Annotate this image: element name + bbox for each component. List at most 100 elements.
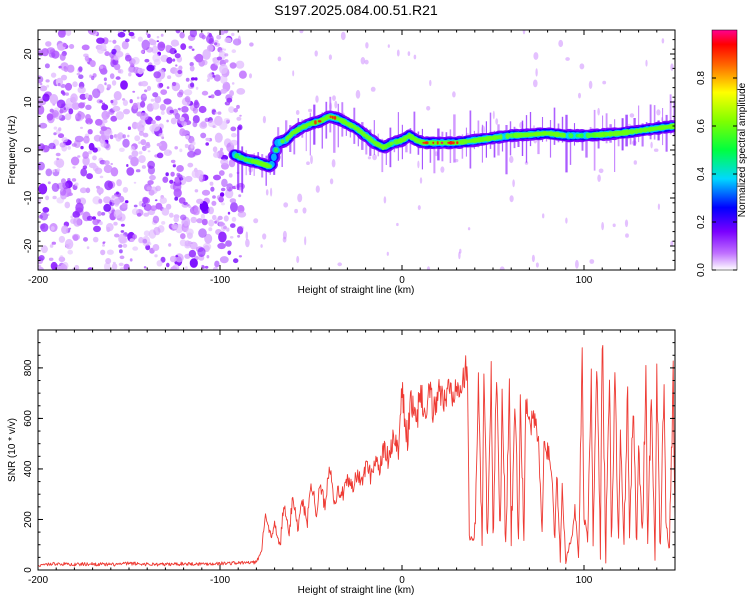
noise-speckle (170, 159, 176, 164)
noise-speckle (171, 223, 179, 230)
noise-speckle (45, 41, 52, 47)
noise-speckle (46, 84, 50, 88)
noise-speckle (589, 259, 595, 264)
noise-speckle (334, 100, 338, 109)
noise-speckle (152, 53, 161, 63)
y-tick-label: 600 (23, 410, 34, 427)
noise-speckle (104, 262, 111, 270)
noise-speckle (38, 48, 43, 56)
noise-speckle (92, 88, 101, 99)
noise-speckle (59, 53, 66, 61)
noise-speckle (99, 175, 104, 179)
noise-speckle (117, 31, 126, 38)
noise-speckle (364, 59, 369, 65)
noise-speckle (154, 95, 162, 104)
noise-speckle (198, 105, 207, 114)
noise-speckle (103, 164, 113, 174)
colorbar-tick-label: 0.2 (696, 215, 707, 229)
noise-speckle (189, 30, 197, 38)
noise-speckle (645, 59, 648, 67)
noise-speckle (218, 153, 223, 158)
noise-speckle (223, 48, 227, 51)
noise-speckle (220, 187, 226, 192)
noise-speckle (115, 76, 121, 80)
y-tick-label: 400 (23, 460, 34, 477)
noise-speckle (187, 150, 196, 158)
noise-speckle (214, 59, 221, 66)
noise-speckle (190, 216, 197, 224)
noise-speckle (132, 102, 138, 110)
noise-speckle (67, 145, 71, 150)
noise-speckle (304, 236, 307, 246)
noise-speckle (228, 159, 236, 168)
noise-speckle (213, 266, 218, 270)
noise-speckle (119, 267, 125, 270)
noise-speckle (383, 196, 387, 204)
noise-speckle (53, 126, 58, 130)
noise-speckle (151, 123, 161, 132)
noise-speckle (60, 74, 68, 81)
noise-speckle (84, 93, 89, 99)
noise-speckle (196, 218, 203, 224)
noise-speckle (92, 218, 100, 226)
noise-speckle (212, 146, 218, 153)
noise-speckle (86, 215, 93, 221)
x-tick-label: -200 (28, 575, 48, 586)
noise-speckle (225, 240, 232, 247)
noise-speckle (183, 89, 193, 96)
noise-speckle (212, 214, 217, 221)
noise-speckle (165, 172, 169, 177)
snr-y-axis-label: SNR (10 * v/v) (7, 418, 18, 482)
noise-speckle (230, 202, 238, 213)
noise-speckle (126, 167, 135, 176)
noise-speckle (214, 115, 223, 126)
noise-speckle (160, 89, 168, 95)
noise-speckle (87, 122, 91, 125)
noise-speckle (51, 241, 56, 245)
noise-speckle (194, 53, 204, 63)
noise-speckle (143, 212, 150, 217)
noise-speckle (49, 244, 54, 248)
noise-speckle (239, 114, 242, 117)
noise-speckle (128, 72, 132, 77)
noise-speckle (124, 200, 129, 204)
noise-speckle (130, 156, 139, 167)
noise-speckle (214, 132, 223, 143)
noise-speckle (185, 266, 188, 270)
noise-speckle (175, 255, 179, 258)
noise-speckle (52, 103, 56, 106)
noise-speckle (38, 161, 45, 171)
noise-speckle (224, 53, 229, 57)
colorbar-tick-label: 0.6 (696, 119, 707, 133)
noise-speckle (56, 157, 59, 161)
noise-speckle (229, 62, 237, 69)
snr-series-line (38, 344, 675, 567)
ridge-blob (585, 132, 592, 139)
noise-speckle (226, 97, 233, 103)
noise-speckle (112, 39, 117, 44)
noise-speckle (387, 44, 390, 48)
noise-speckle (103, 196, 112, 204)
noise-speckle (39, 82, 43, 86)
noise-speckle (156, 40, 160, 43)
noise-speckle (209, 181, 214, 186)
noise-speckle (189, 241, 198, 250)
noise-speckle (211, 200, 217, 206)
noise-speckle (149, 174, 156, 181)
noise-speckle (237, 211, 247, 218)
noise-speckle (114, 233, 120, 238)
noise-speckle (201, 189, 211, 196)
noise-speckle (123, 263, 130, 270)
noise-speckle (45, 79, 50, 83)
colorbar: 0.0 0.2 0.4 0.6 0.8 Normalized spectral ampl… (696, 29, 748, 277)
noise-speckle (224, 37, 232, 43)
noise-speckle (140, 101, 146, 108)
noise-speckle (262, 233, 267, 240)
noise-speckle (38, 255, 45, 261)
noise-speckle (52, 195, 57, 200)
noise-speckle (226, 227, 230, 232)
noise-speckle (270, 187, 273, 197)
noise-speckle (141, 202, 146, 208)
noise-speckle (103, 77, 107, 82)
noise-speckle (136, 212, 142, 217)
